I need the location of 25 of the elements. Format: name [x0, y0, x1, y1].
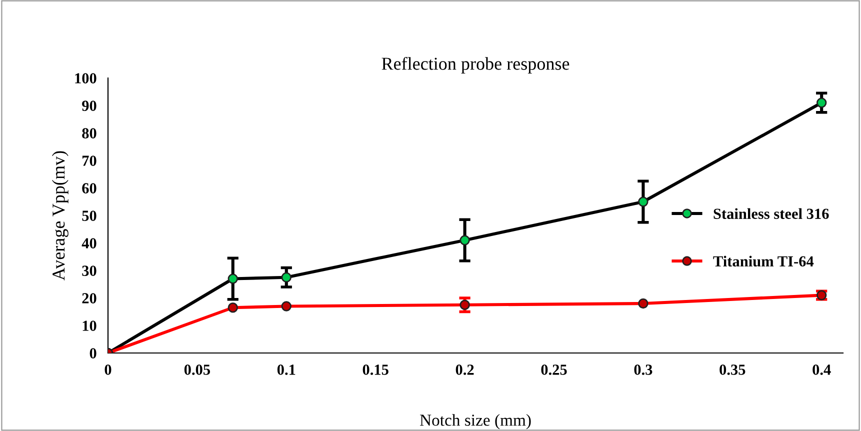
legend-label: Stainless steel 316 [714, 208, 829, 219]
x-tick-label: 0.35 [720, 364, 746, 375]
x-tick-label: 0.3 [634, 364, 652, 375]
x-tick-label: 0 [104, 364, 112, 375]
chart-title: Reflection probe response [382, 56, 570, 74]
y-tick-label: 10 [82, 320, 96, 331]
y-axis-title: Average Vpp(mv) [52, 151, 68, 280]
y-tick-label: 20 [82, 293, 96, 304]
x-tick-label: 0.25 [541, 364, 567, 375]
y-tick-label: 40 [82, 238, 96, 248]
x-tick-label: 0.2 [456, 364, 474, 375]
y-tick-label: 50 [82, 210, 96, 221]
y-tick-label: 0 [90, 348, 96, 358]
x-tick-label: 0.1 [277, 364, 296, 375]
y-tick-label: 90 [82, 100, 96, 111]
x-tick-label: 0.4 [812, 364, 831, 375]
y-tick-label: 80 [82, 128, 96, 138]
y-tick-label: 70 [82, 156, 96, 166]
y-tick-label: 60 [82, 183, 96, 194]
y-tick-label: 100 [75, 73, 96, 84]
x-tick-label: 0.05 [184, 364, 210, 375]
legend-label: Titanium TI-64 [713, 256, 814, 267]
x-axis-title: Notch size (mm) [420, 414, 531, 430]
y-tick-label: 30 [82, 266, 96, 276]
x-tick-label: 0.15 [362, 364, 388, 375]
